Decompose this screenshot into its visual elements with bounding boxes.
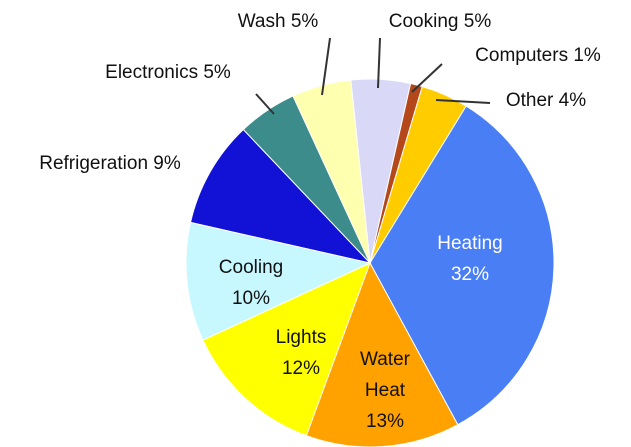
leader-line	[411, 63, 443, 93]
value-label: 10%	[231, 288, 271, 309]
category-label: Refrigeration	[39, 153, 148, 174]
value-label: 4%	[559, 90, 587, 111]
value-label: 1%	[573, 45, 601, 66]
leader-line	[435, 99, 491, 104]
pie-slice	[189, 128, 372, 264]
slice-label: Refrigeration 9%	[39, 153, 181, 174]
value-label: 5%	[203, 62, 231, 83]
category-label: Water Heat	[360, 349, 410, 401]
slice-label: Lights 12%	[256, 322, 346, 384]
pie-slice	[369, 105, 555, 426]
slice-label: Electronics 5%	[105, 62, 231, 83]
value-label: 5%	[464, 11, 492, 32]
category-label: Wash	[238, 11, 286, 32]
value-label: 5%	[291, 11, 319, 32]
category-label: Cooling	[218, 257, 284, 278]
pie-slice	[185, 221, 372, 341]
category-label: Cooking	[389, 11, 459, 32]
slice-label: Cooling 10%	[206, 252, 296, 314]
leader-line	[321, 37, 331, 96]
slice-label: Computers 1%	[475, 45, 601, 66]
slice-label: Cooking 5%	[389, 11, 492, 32]
pie-slice	[202, 262, 371, 437]
value-label: 32%	[450, 264, 490, 285]
category-label: Other	[506, 90, 554, 111]
leader-line	[377, 37, 381, 89]
slice-label: Heating 32%	[425, 228, 515, 290]
slice-label: Other 4%	[506, 90, 586, 111]
slice-label: Water Heat 13%	[355, 344, 415, 437]
category-label: Lights	[275, 327, 327, 348]
pie-slice	[292, 79, 371, 264]
value-label: 9%	[153, 153, 181, 174]
category-label: Electronics	[105, 62, 198, 83]
category-label: Heating	[437, 233, 503, 254]
category-label: Computers	[475, 45, 568, 66]
value-label: 13%	[365, 411, 405, 432]
leader-line	[255, 93, 275, 115]
slice-label: Wash 5%	[238, 11, 319, 32]
value-label: 12%	[281, 358, 321, 379]
